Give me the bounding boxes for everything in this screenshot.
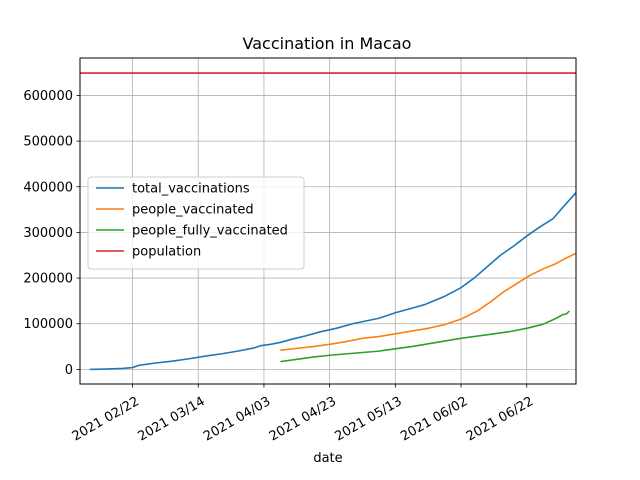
legend-label: people_fully_vaccinated — [132, 224, 288, 239]
y-tick-label: 600000 — [23, 89, 73, 104]
y-tick-label: 300000 — [23, 226, 73, 241]
chart-title: Vaccination in Macao — [243, 34, 412, 53]
y-tick-label: 200000 — [23, 272, 73, 287]
legend-label: total_vaccinations — [132, 182, 250, 197]
series-lines — [80, 72, 577, 371]
x-axis-label: date — [313, 451, 342, 466]
legend-box — [87, 176, 305, 270]
y-tick-label: 0 — [65, 363, 73, 378]
y-tick-label: 100000 — [23, 317, 73, 332]
plot-frame — [79, 57, 577, 385]
y-tick-label: 400000 — [23, 180, 73, 195]
legend-label: population — [132, 245, 201, 260]
legend: total_vaccinations people_vaccinatedpeopl… — [87, 176, 305, 270]
series-line-people-vaccinated — [280, 252, 577, 352]
series-line-people-fully-vaccinated — [280, 310, 570, 363]
legend-label: people_vaccinated — [132, 203, 254, 218]
y-tick-label: 500000 — [23, 135, 73, 150]
series-line-total-vaccinations — [89, 192, 577, 371]
